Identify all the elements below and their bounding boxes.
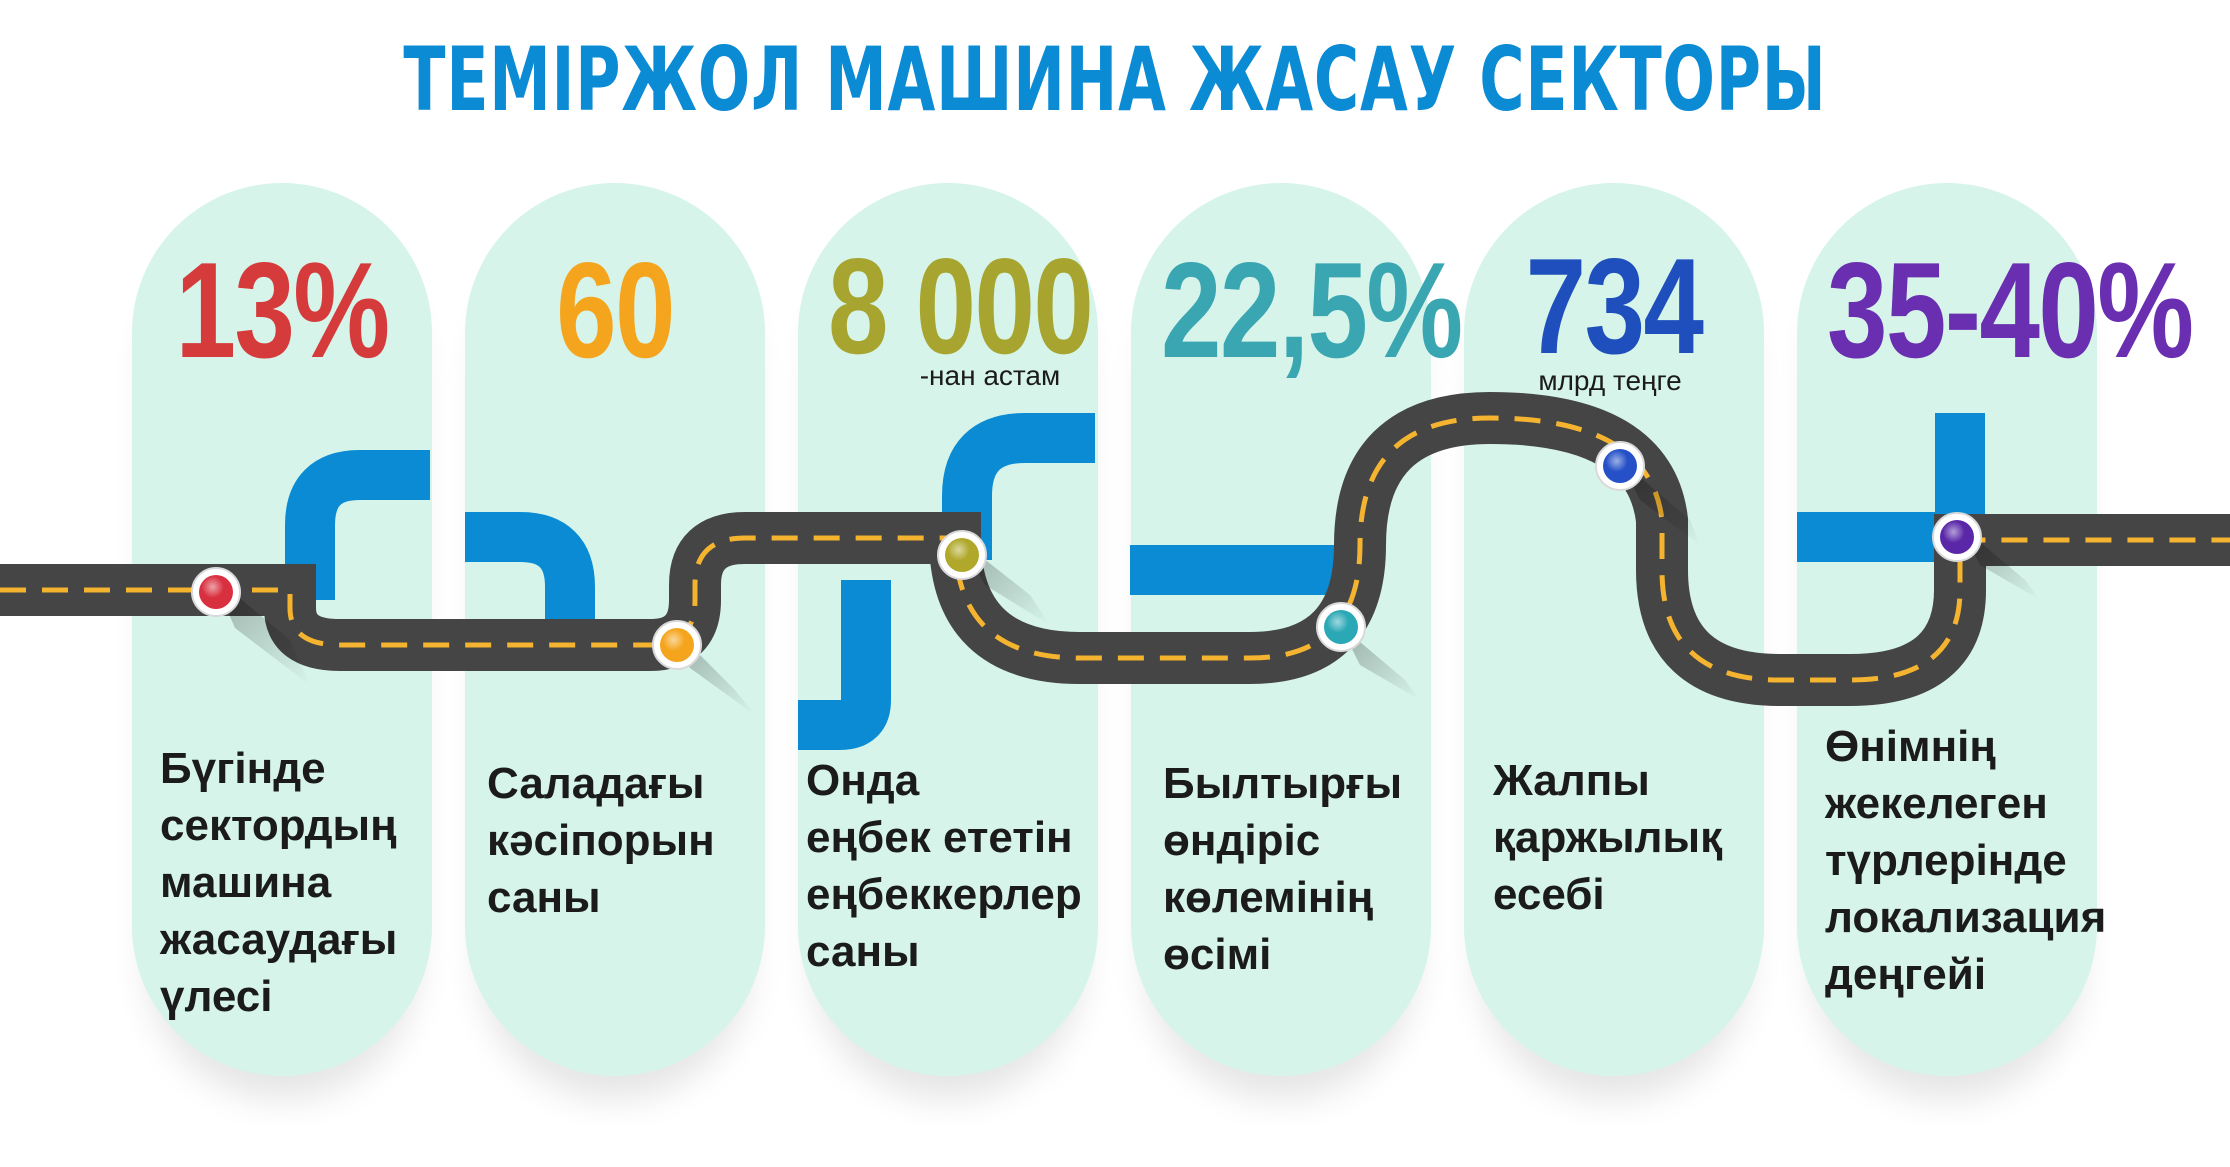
- stat-label-5: Жалпы қаржылық есебі: [1493, 756, 1723, 919]
- marker-6: [1932, 512, 2040, 600]
- stat-label-3: Онда еңбек ететін еңбеккерлер саны: [806, 756, 1082, 976]
- marker-1: [191, 567, 310, 685]
- marker-2: [652, 620, 755, 715]
- marker-3: [937, 530, 1050, 625]
- stat-subcaption-3: -нан астам: [919, 360, 1061, 391]
- pipe-decor: [285, 413, 1985, 750]
- stat-label-1: Бүгінде сектордың машина жасаудағы үлесі: [160, 744, 398, 1021]
- marker-4: [1316, 602, 1420, 700]
- pipe-1: [285, 450, 430, 600]
- pipe-2: [465, 512, 595, 635]
- stat-card-5: [1464, 183, 1764, 1076]
- stat-value-2: 60: [556, 234, 675, 386]
- road-center-line: [0, 415, 2230, 683]
- stat-value-5: 734: [1525, 230, 1704, 382]
- pipe-4: [942, 413, 1095, 560]
- stat-value-4: 22,5%: [1161, 234, 1463, 386]
- stat-label-2: Саладағы кәсіпорын саны: [487, 759, 715, 922]
- marker-5: [1595, 441, 1700, 545]
- stat-value-1: 13%: [175, 234, 391, 386]
- pipe-3: [798, 580, 891, 750]
- page-title: ТЕМІРЖОЛ МАШИНА ЖАСАУ СЕКТОРЫ: [403, 28, 1827, 131]
- stat-label-6: Өнімнің жекелеген түрлерінде локализация…: [1825, 722, 2107, 999]
- stat-label-4: Былтырғы өндіріс көлемінің өсімі: [1163, 759, 1403, 979]
- stat-subcaption-5: млрд теңге: [1538, 365, 1682, 396]
- stat-value-6: 35-40%: [1827, 234, 2194, 386]
- stat-value-3: 8 000: [828, 230, 1094, 382]
